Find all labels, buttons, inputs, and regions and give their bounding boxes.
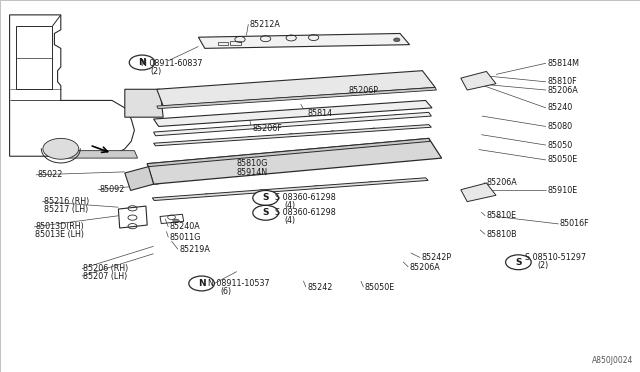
Text: 85810G: 85810G xyxy=(237,159,268,168)
Text: 85206F: 85206F xyxy=(253,124,282,133)
Text: 85219A: 85219A xyxy=(179,245,210,254)
Text: 85092: 85092 xyxy=(99,185,125,194)
Circle shape xyxy=(189,276,214,291)
Text: 85206A: 85206A xyxy=(547,86,578,94)
Text: (2): (2) xyxy=(538,261,549,270)
Text: 85207 (LH): 85207 (LH) xyxy=(83,272,127,280)
Text: S 08360-61298: S 08360-61298 xyxy=(275,208,336,217)
Text: 85240: 85240 xyxy=(547,103,572,112)
Text: 85206A: 85206A xyxy=(486,178,517,187)
Text: 85050: 85050 xyxy=(547,141,572,150)
Text: 85217 (LH): 85217 (LH) xyxy=(44,205,88,214)
Text: S 08360-61298: S 08360-61298 xyxy=(275,193,336,202)
Text: S: S xyxy=(515,258,522,267)
Text: 85810B: 85810B xyxy=(486,230,517,239)
Text: S: S xyxy=(262,193,269,202)
Polygon shape xyxy=(461,71,496,90)
Text: N 08911-60837: N 08911-60837 xyxy=(141,59,202,68)
Polygon shape xyxy=(125,89,163,117)
Polygon shape xyxy=(198,33,410,48)
Polygon shape xyxy=(157,71,435,106)
Text: 85914N: 85914N xyxy=(237,169,268,177)
Text: 85910E: 85910E xyxy=(547,186,577,195)
Text: (2): (2) xyxy=(150,67,162,76)
Circle shape xyxy=(371,128,376,131)
Circle shape xyxy=(43,138,79,159)
Text: 85240A: 85240A xyxy=(170,222,200,231)
Polygon shape xyxy=(125,167,154,190)
Text: 85216 (RH): 85216 (RH) xyxy=(44,197,89,206)
Circle shape xyxy=(289,134,294,137)
Text: 85013E (LH): 85013E (LH) xyxy=(35,230,84,239)
Text: 85242: 85242 xyxy=(307,283,333,292)
Polygon shape xyxy=(154,112,431,136)
Circle shape xyxy=(506,255,531,270)
Bar xyxy=(218,42,228,45)
Circle shape xyxy=(330,131,335,134)
Text: (4): (4) xyxy=(285,201,296,210)
Text: 85080: 85080 xyxy=(547,122,572,131)
Text: 85022: 85022 xyxy=(37,170,63,179)
Circle shape xyxy=(247,136,252,139)
Text: (6): (6) xyxy=(221,287,232,296)
Polygon shape xyxy=(152,178,428,201)
Polygon shape xyxy=(64,151,138,158)
Polygon shape xyxy=(154,100,432,126)
Polygon shape xyxy=(10,15,134,156)
Text: 85212A: 85212A xyxy=(250,20,280,29)
Text: A850J0024: A850J0024 xyxy=(592,356,634,365)
Circle shape xyxy=(394,38,400,42)
Text: S 08510-51297: S 08510-51297 xyxy=(525,253,586,262)
Text: 85814: 85814 xyxy=(307,109,332,118)
Text: 85206A: 85206A xyxy=(410,263,440,272)
Text: 85814M: 85814M xyxy=(547,59,579,68)
Text: N: N xyxy=(198,279,205,288)
Text: 85050E: 85050E xyxy=(547,155,577,164)
Text: 85016F: 85016F xyxy=(560,219,589,228)
Circle shape xyxy=(129,55,155,70)
Text: 85810F: 85810F xyxy=(547,77,577,86)
Text: 85242P: 85242P xyxy=(421,253,451,262)
Circle shape xyxy=(481,192,489,196)
Text: N 08911-10537: N 08911-10537 xyxy=(208,279,269,288)
Polygon shape xyxy=(147,138,430,167)
Text: 85206 (RH): 85206 (RH) xyxy=(83,264,129,273)
Text: 85050E: 85050E xyxy=(365,283,395,292)
Circle shape xyxy=(173,219,179,223)
Polygon shape xyxy=(157,87,436,109)
Polygon shape xyxy=(461,183,496,202)
Text: 85810E: 85810E xyxy=(486,211,516,220)
Circle shape xyxy=(470,187,480,193)
Text: 85206P: 85206P xyxy=(349,86,379,94)
Text: 85013D(RH): 85013D(RH) xyxy=(35,222,84,231)
Bar xyxy=(230,41,241,45)
Text: N: N xyxy=(138,58,146,67)
Circle shape xyxy=(206,139,211,142)
Circle shape xyxy=(253,205,278,220)
Polygon shape xyxy=(154,125,431,146)
Circle shape xyxy=(253,190,278,205)
Text: (4): (4) xyxy=(285,216,296,225)
Text: S: S xyxy=(262,208,269,217)
Text: 85011G: 85011G xyxy=(170,233,201,242)
Polygon shape xyxy=(147,138,442,184)
